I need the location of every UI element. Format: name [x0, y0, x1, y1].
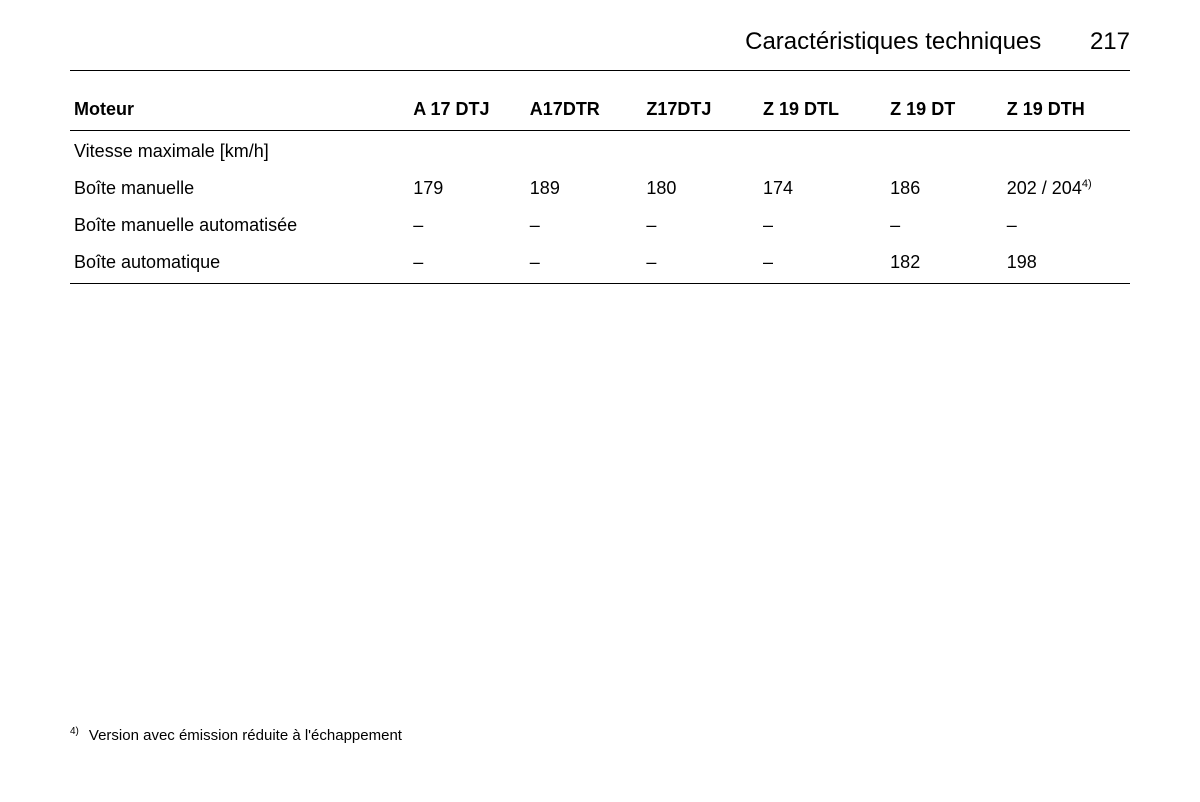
cell: –: [886, 207, 1003, 244]
cell: 198: [1003, 244, 1130, 284]
cell: –: [526, 244, 643, 284]
col-header-z19dt: Z 19 DT: [886, 91, 1003, 131]
cell: –: [642, 244, 759, 284]
cell: 189: [526, 170, 643, 207]
cell-value: 202 / 204: [1007, 178, 1082, 198]
table-header-row: Moteur A 17 DTJ A17DTR Z17DTJ Z 19 DTL Z…: [70, 91, 1130, 131]
cell: –: [1003, 207, 1130, 244]
page-header: Caractéristiques techniques 217: [70, 28, 1130, 71]
cell: –: [409, 207, 526, 244]
cell: 202 / 2044): [1003, 170, 1130, 207]
cell: –: [526, 207, 643, 244]
table-row: Boîte manuelle 179 189 180 174 186 202 /…: [70, 170, 1130, 207]
table-subheading: Vitesse maximale [km/h]: [70, 131, 1130, 171]
footnote: 4) Version avec émission réduite à l'écha…: [70, 726, 402, 744]
row-label: Boîte manuelle: [70, 170, 409, 207]
cell: 179: [409, 170, 526, 207]
cell: –: [759, 207, 886, 244]
row-label: Boîte manuelle automatisée: [70, 207, 409, 244]
footnote-marker: 4): [70, 726, 79, 737]
cell: –: [642, 207, 759, 244]
table-subheading-row: Vitesse maximale [km/h]: [70, 131, 1130, 171]
footnote-text: Version avec émission réduite à l'échapp…: [89, 727, 402, 744]
section-title: Caractéristiques techniques: [745, 28, 1041, 56]
row-label: Boîte automatique: [70, 244, 409, 284]
table-row: Boîte manuelle automatisée – – – – – –: [70, 207, 1130, 244]
page: Caractéristiques techniques 217 Moteur A…: [0, 0, 1200, 802]
col-header-moteur: Moteur: [70, 91, 409, 131]
footnote-marker-icon: 4): [1082, 178, 1092, 190]
col-header-a17dtr: A17DTR: [526, 91, 643, 131]
cell: 180: [642, 170, 759, 207]
cell: 174: [759, 170, 886, 207]
cell: –: [409, 244, 526, 284]
cell: 186: [886, 170, 1003, 207]
table-row: Boîte automatique – – – – 182 198: [70, 244, 1130, 284]
cell: –: [759, 244, 886, 284]
page-number: 217: [1090, 28, 1130, 56]
col-header-a17dtj: A 17 DTJ: [409, 91, 526, 131]
spec-table: Moteur A 17 DTJ A17DTR Z17DTJ Z 19 DTL Z…: [70, 91, 1130, 284]
col-header-z19dth: Z 19 DTH: [1003, 91, 1130, 131]
col-header-z19dtl: Z 19 DTL: [759, 91, 886, 131]
cell: 182: [886, 244, 1003, 284]
col-header-z17dtj: Z17DTJ: [642, 91, 759, 131]
